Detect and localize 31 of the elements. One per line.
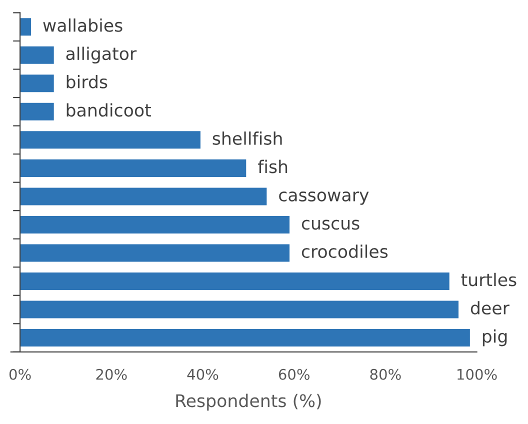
y-tick-label: crocodiles bbox=[302, 244, 388, 258]
y-tick-label: cuscus bbox=[302, 220, 360, 230]
bar bbox=[20, 188, 267, 206]
x-tick-label: 60% bbox=[278, 368, 310, 380]
bar bbox=[20, 216, 290, 234]
bar bbox=[20, 272, 450, 290]
x-tick-label: 100% bbox=[458, 368, 497, 380]
x-axis-title: Respondents (%) bbox=[176, 394, 321, 411]
bar bbox=[20, 102, 54, 120]
y-tick-label: shellfish bbox=[212, 132, 282, 145]
bar bbox=[20, 46, 54, 64]
bar bbox=[20, 329, 470, 347]
x-tick-label: 80% bbox=[370, 368, 401, 380]
y-tick-label: fish bbox=[258, 160, 288, 174]
bar bbox=[20, 159, 246, 177]
bar bbox=[20, 74, 54, 92]
x-tick-label: 20% bbox=[96, 368, 127, 380]
y-tick-label: alligator bbox=[66, 46, 137, 64]
y-tick-label: wallabies bbox=[43, 18, 122, 32]
y-tick-label: birds bbox=[66, 74, 108, 88]
y-tick-label: pig bbox=[482, 329, 507, 346]
y-tick-label: cassowary bbox=[279, 192, 369, 205]
x-tick-label: 40% bbox=[187, 368, 218, 380]
bar bbox=[20, 244, 290, 262]
x-tick-label: 0% bbox=[9, 368, 31, 380]
y-tick-label: turtles bbox=[461, 272, 516, 286]
y-tick-label: deer bbox=[470, 301, 510, 315]
bar bbox=[20, 18, 32, 36]
y-tick-label: bandicoot bbox=[66, 103, 151, 117]
bar bbox=[20, 300, 459, 318]
bar bbox=[20, 131, 200, 149]
